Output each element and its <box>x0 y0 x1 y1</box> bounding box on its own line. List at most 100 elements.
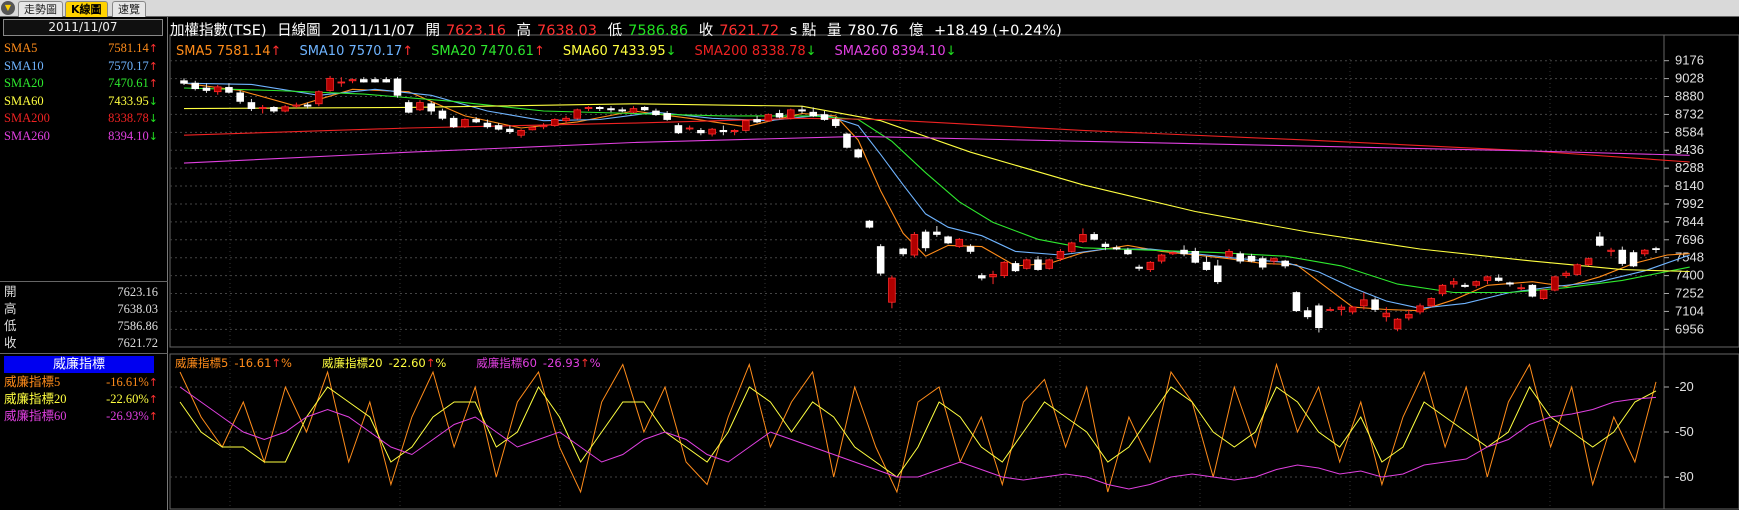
candle-body <box>955 238 964 247</box>
candle-body <box>1236 253 1245 262</box>
price-tick-label: 8732 <box>1675 106 1704 121</box>
williams-legend-item: 威廉指標20 -22.60↑% <box>322 356 446 370</box>
candle-body <box>674 125 683 134</box>
candle-body <box>1393 318 1402 330</box>
candle-body <box>191 82 200 90</box>
candle-body <box>1247 255 1256 262</box>
candle-body <box>1124 249 1132 255</box>
williams-legend: 威廉指標5 -16.61↑% 威廉指標20 -22.60↑% 威廉指標60 -26.93↑… <box>175 356 631 371</box>
candle-body <box>1438 284 1447 295</box>
candle-body <box>1326 309 1334 311</box>
tab-tick-chart[interactable]: 走勢圖 <box>18 1 63 17</box>
row-value: -22.60%↑ <box>106 391 158 408</box>
candle-body <box>742 120 750 131</box>
price-tick-label: 7844 <box>1675 214 1704 229</box>
candle-body <box>382 79 391 83</box>
tab-k-line-chart[interactable]: K線圖 <box>65 1 108 17</box>
sidebar-ma-row: SMA10 7570.17↑ <box>4 58 164 74</box>
candle-body <box>787 109 795 119</box>
candle-body <box>337 81 346 84</box>
candle-body <box>843 133 851 148</box>
candle-body <box>730 129 739 133</box>
candle-body <box>1067 242 1076 252</box>
price-tick-label: 8584 <box>1675 124 1704 139</box>
ma-legend-item: SMA200 8338.78↓ <box>695 44 817 59</box>
row-value: 7621.72 <box>117 335 158 351</box>
candle-body <box>899 248 907 255</box>
candle-body <box>831 119 840 126</box>
candle-body <box>1551 276 1559 291</box>
candle-body <box>315 91 323 105</box>
ma-legend-item: SMA20 7470.61↑ <box>431 44 545 59</box>
candle-body <box>472 119 480 123</box>
indicator-sidebar: 2011/11/07 威廉指標 SMA5 7581.14↑ SMA10 7570.17… <box>0 17 168 510</box>
candle-body <box>618 109 627 112</box>
price-tick-label: 7400 <box>1675 268 1704 283</box>
ma-legend-text: SMA200 8338.78 <box>694 44 806 59</box>
candle-body <box>539 125 548 128</box>
ma-line-sma20 <box>183 87 1690 294</box>
ma-line-sma260 <box>183 135 1690 164</box>
row-value: 7581.14↑ <box>108 40 158 57</box>
candle-body <box>595 107 604 110</box>
candle-body <box>944 236 952 244</box>
volume-unit: 億 <box>908 23 924 39</box>
sidebar-ohlc-row: 收 7621.72 <box>4 335 164 351</box>
dropdown-icon[interactable]: ▼ <box>1 1 15 15</box>
sidebar-ma-row: SMA5 7581.14↑ <box>4 40 164 56</box>
candle-body <box>247 102 256 110</box>
candle-body <box>528 126 537 131</box>
candle-body <box>483 122 492 128</box>
candle-body <box>517 129 525 136</box>
candle-body <box>652 110 660 116</box>
candle-body <box>1191 251 1200 263</box>
price-tick-label: 9028 <box>1675 71 1704 86</box>
tab-quick-view[interactable]: 速覽 <box>112 1 146 17</box>
trend-arrow-icon: ↓ <box>805 44 817 59</box>
close-label: 收 <box>698 23 714 39</box>
volume-value: 780.76 <box>847 23 899 39</box>
price-chart[interactable]: 9176 9028 8880 8732 8584 8436 8288 8140 7992 7844… <box>0 17 1739 510</box>
sidebar-ohlc-row: 高 7638.03 <box>4 301 164 317</box>
candle-body <box>270 107 278 112</box>
sidebar-divider <box>0 281 168 282</box>
williams-indicator-title[interactable]: 威廉指標 <box>4 356 154 373</box>
row-label: SMA5 <box>4 41 38 55</box>
row-value-text: 8338.78 <box>108 111 149 125</box>
williams-line <box>179 362 1657 494</box>
candle-body <box>1348 306 1357 313</box>
row-value: -16.61%↑ <box>106 374 158 391</box>
trend-arrow-icon: ↑ <box>148 59 158 73</box>
candle-body <box>1056 251 1065 260</box>
candle-body <box>1517 287 1525 290</box>
row-value-text: 7638.03 <box>117 302 158 316</box>
candle-body <box>371 79 379 83</box>
candle-body <box>1607 249 1615 252</box>
williams-line <box>179 386 1657 490</box>
row-value: 7470.61↑ <box>108 75 158 92</box>
williams-legend-text: 威廉指標5 <box>175 356 229 370</box>
williams-legend-pct: % <box>435 356 447 370</box>
row-value: -26.93%↑ <box>106 408 158 425</box>
candle-body <box>1315 305 1323 329</box>
candle-body <box>1270 258 1278 262</box>
candle-body <box>663 113 671 120</box>
row-label: 高 <box>4 302 17 316</box>
price-tick-label: 6956 <box>1675 321 1704 336</box>
candle-body <box>427 103 435 112</box>
candle-body <box>685 127 694 130</box>
candle-body <box>1494 277 1503 281</box>
williams-legend-text: 威廉指標60 <box>476 356 537 370</box>
ma-legend-text: SMA60 7433.95 <box>562 44 666 59</box>
candle-body <box>360 79 368 83</box>
price-tick-label: 8140 <box>1675 178 1704 193</box>
candle-body <box>1596 236 1604 246</box>
candle-body <box>551 119 559 126</box>
row-label: 低 <box>4 319 17 333</box>
candle-body <box>888 277 896 303</box>
trend-arrow-icon: ↑ <box>148 376 158 389</box>
price-panel-frame <box>169 34 1739 348</box>
price-tick-label: 7696 <box>1675 232 1704 247</box>
candle-body <box>1461 284 1469 287</box>
candle-body <box>1225 251 1233 257</box>
